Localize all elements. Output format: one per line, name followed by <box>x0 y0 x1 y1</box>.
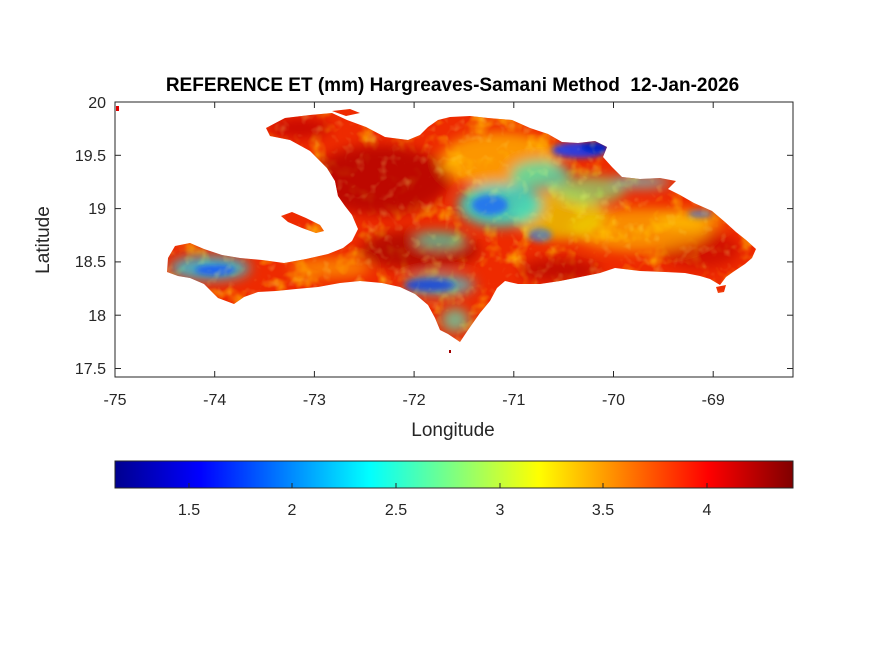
x-tick-label: -73 <box>303 392 326 409</box>
y-tick-label: 17.5 <box>75 361 106 378</box>
x-tick-label: -75 <box>103 392 126 409</box>
y-axis-tick-labels: 20 19.5 19 18.5 18 17.5 <box>75 95 106 378</box>
x-tick-label: -71 <box>502 392 525 409</box>
x-axis-ticks <box>114 102 714 377</box>
colorbar-tick-label: 3 <box>496 502 505 519</box>
colorbar-ticks <box>188 483 708 488</box>
x-tick-label: -69 <box>702 392 725 409</box>
y-tick-label: 20 <box>88 95 106 112</box>
y-tick-label: 18 <box>88 308 106 325</box>
y-tick-label: 18.5 <box>75 254 106 271</box>
x-tick-label: -74 <box>203 392 226 409</box>
colorbar-tick-labels: 1.5 2 2.5 3 3.5 4 <box>178 502 712 519</box>
colorbar-tick-label: 4 <box>703 502 712 519</box>
stray-pixel <box>449 350 451 353</box>
colorbar-tick-label: 1.5 <box>178 502 200 519</box>
colorbar-tick-label: 2.5 <box>385 502 407 519</box>
y-axis-ticks <box>115 101 793 369</box>
x-tick-label: -72 <box>403 392 426 409</box>
x-tick-label: -70 <box>602 392 625 409</box>
x-axis-tick-labels: -75 -74 -73 -72 -71 -70 -69 <box>103 392 724 409</box>
colorbar-tick-label: 2 <box>288 502 297 519</box>
y-tick-label: 19.5 <box>75 148 106 165</box>
y-tick-label: 19 <box>88 201 106 218</box>
map-title: REFERENCE ET (mm) Hargreaves-Samani Meth… <box>165 75 740 96</box>
colorbar-tick-label: 3.5 <box>592 502 614 519</box>
colorbar <box>114 460 794 489</box>
x-axis-label: Longitude <box>411 420 495 441</box>
stray-pixel <box>116 106 119 111</box>
